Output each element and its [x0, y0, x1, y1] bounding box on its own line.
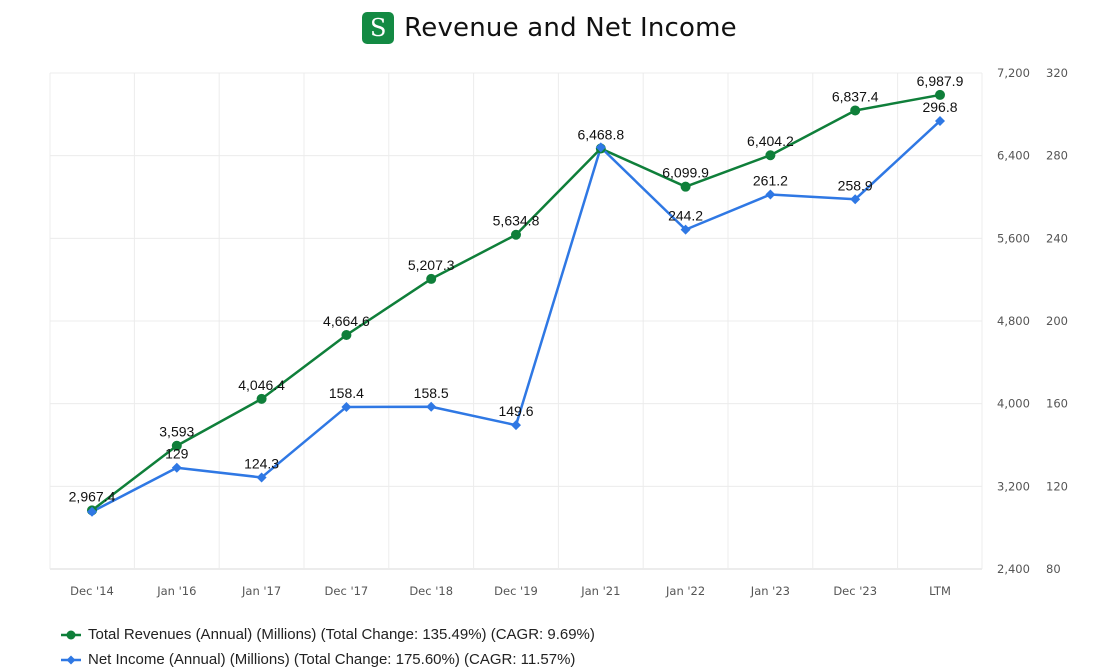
net-income-data-label: 124.3: [244, 455, 279, 471]
y-tick-label-net-income: 160: [1046, 397, 1068, 411]
legend-item-net-income[interactable]: Net Income (Annual) (Millions) (Total Ch…: [60, 647, 595, 672]
revenue-data-label: 2,967.4: [69, 488, 116, 504]
net-income-point: [595, 142, 606, 153]
revenue-point: [765, 150, 776, 161]
net-income-point: [87, 506, 97, 517]
x-tick-label: Dec '17: [325, 584, 369, 598]
revenue-data-label: 6,837.4: [832, 88, 879, 104]
net-income-data-label: 149.6: [498, 403, 533, 419]
y-tick-label-net-income: 120: [1046, 479, 1068, 493]
net-income-point: [426, 401, 437, 412]
legend-circle-marker-icon: [61, 630, 81, 639]
revenue-point: [341, 329, 352, 340]
x-tick-label: Dec '19: [494, 584, 538, 598]
y-tick-label-revenue: 4,800: [997, 314, 1030, 328]
net-income-point: [341, 401, 352, 412]
revenue-data-label: 6,404.2: [747, 133, 794, 149]
revenue-data-label: 6,987.9: [917, 73, 964, 89]
revenue-point: [935, 89, 945, 100]
revenue-point: [426, 273, 437, 284]
data-labels: 2,967.4 3,593 4,046.4 4,664.6 5,207.3 5,634.8…: [69, 73, 964, 504]
y-tick-label-net-income: 320: [1046, 66, 1068, 80]
x-tick-label: Dec '18: [409, 584, 453, 598]
revenue-point: [256, 393, 267, 404]
chart-title: Revenue and Net Income: [404, 13, 737, 43]
net-income-data-label: 261.2: [753, 173, 788, 189]
revenue-data-label: 6,099.9: [662, 165, 709, 181]
x-tick-label: Jan '21: [580, 584, 620, 598]
revenue-point: [680, 181, 691, 192]
y-tick-label-revenue: 7,200: [997, 66, 1030, 80]
y-axis-ticks: 2,400 80 3,200 120 4,000 160 4,800 200 5,600 240 6…: [997, 66, 1068, 576]
revenue-data-label: 5,634.8: [493, 213, 540, 229]
y-tick-label-revenue: 4,000: [997, 397, 1030, 411]
revenue-data-label: 3,593: [159, 424, 194, 440]
revenue-data-label: 4,046.4: [238, 377, 285, 393]
y-tick-label-revenue: 5,600: [997, 231, 1030, 245]
x-tick-label: Jan '16: [156, 584, 196, 598]
legend-label-net-income: Net Income (Annual) (Millions) (Total Ch…: [88, 651, 576, 668]
net-income-point: [850, 194, 861, 205]
legend-diamond-marker-icon: [61, 655, 81, 664]
net-income-data-label: 129: [165, 446, 189, 462]
net-income-data-label: 158.4: [329, 385, 364, 401]
net-income-data-label: 244.2: [668, 208, 703, 224]
y-tick-label-net-income: 200: [1046, 314, 1068, 328]
chart-header: S Revenue and Net Income: [0, 12, 1099, 44]
net-income-data-label: 158.5: [414, 385, 449, 401]
grid-lines: [49, 72, 983, 570]
x-tick-label: Jan '22: [665, 584, 705, 598]
x-tick-label: Jan '17: [241, 584, 281, 598]
y-tick-label-net-income: 280: [1046, 149, 1068, 163]
revenue-point: [850, 105, 861, 116]
brand-logo: S: [362, 12, 395, 44]
net-income-data-label: 296.8: [922, 99, 957, 115]
net-income-point: [935, 115, 945, 126]
y-tick-label-revenue: 3,200: [997, 479, 1030, 493]
y-tick-label-net-income: 240: [1046, 231, 1068, 245]
x-axis-ticks: Dec '14 Jan '16 Jan '17 Dec '17 Dec '18 Dec '…: [70, 584, 951, 598]
revenue-point: [511, 229, 521, 240]
y-tick-label-revenue: 2,400: [997, 562, 1030, 576]
legend: Total Revenues (Annual) (Millions) (Tota…: [60, 622, 595, 672]
net-income-point: [765, 189, 776, 200]
x-tick-label: LTM: [929, 584, 951, 598]
revenue-data-label: 5,207.3: [408, 257, 455, 273]
net-income-data-label: 258.9: [838, 177, 873, 193]
net-income-point: [680, 224, 691, 235]
x-tick-label: Jan '23: [750, 584, 790, 598]
x-tick-label: Dec '23: [833, 584, 877, 598]
y-tick-label-revenue: 6,400: [997, 149, 1030, 163]
revenue-data-label: 6,468.8: [577, 127, 624, 143]
net-income-point: [256, 472, 267, 483]
revenue-point: [171, 440, 182, 451]
y-tick-label-net-income: 80: [1046, 562, 1061, 576]
x-tick-label: Dec '14: [70, 584, 114, 598]
series-markers: [87, 89, 945, 517]
legend-item-revenue[interactable]: Total Revenues (Annual) (Millions) (Tota…: [60, 622, 595, 647]
net-income-point: [171, 462, 182, 473]
revenue-data-label: 4,664.6: [323, 313, 370, 329]
net-income-point: [511, 420, 521, 431]
legend-label-revenue: Total Revenues (Annual) (Millions) (Tota…: [88, 626, 595, 643]
